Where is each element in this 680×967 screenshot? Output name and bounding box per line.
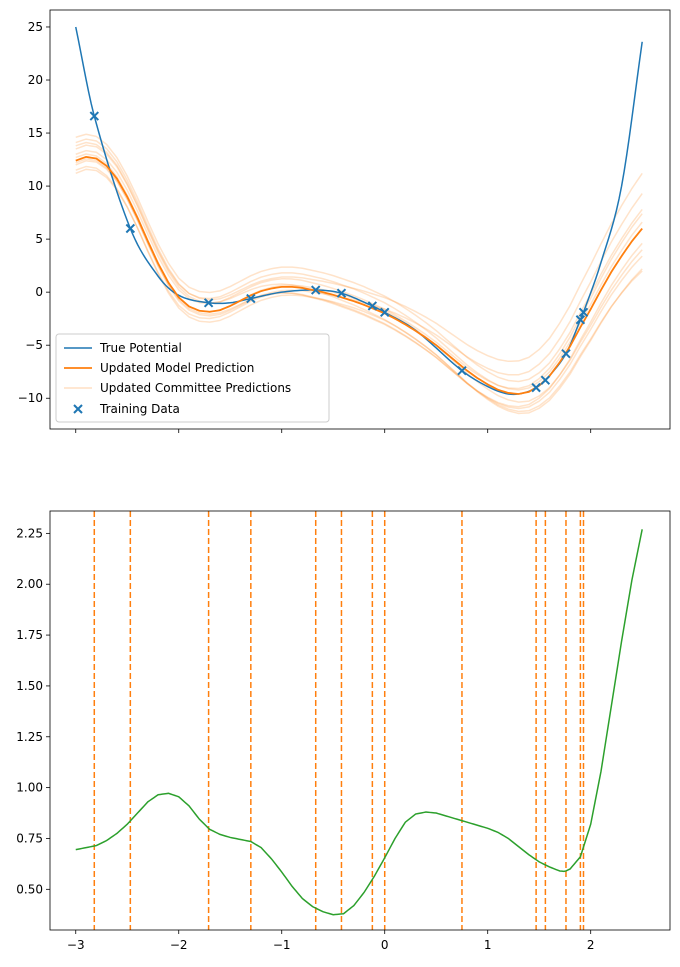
training-data-point: [531, 382, 541, 393]
x-tick-label: 2: [587, 938, 595, 952]
training-data-point: [367, 301, 378, 311]
committee-prediction-line: [75, 149, 643, 390]
y-tick-label: 2.25: [16, 526, 43, 540]
y-tick-label: 0.75: [16, 831, 43, 845]
top-chart: −10 −5 0 5 10 15 20 25 True Potential Updated M…: [18, 9, 671, 433]
y-tick-label: 1.25: [16, 730, 43, 744]
legend-label-training: Training Data: [99, 402, 180, 416]
marker-stroke: [203, 298, 214, 308]
y-tick-label: 2.00: [16, 577, 43, 591]
training-data-point: [540, 375, 551, 385]
x-tick-label: −2: [170, 938, 188, 952]
training-data-point: [246, 293, 256, 304]
marker-stroke: [531, 382, 541, 393]
x-tick-label: −1: [273, 938, 291, 952]
marker-stroke: [578, 307, 589, 318]
marker-stroke: [367, 301, 378, 311]
training-data-point: [125, 223, 136, 234]
legend-label-committee: Updated Committee Predictions: [100, 381, 291, 395]
committee-prediction-line: [75, 160, 643, 410]
committee-prediction-line: [75, 168, 643, 408]
training-data-point: [561, 348, 571, 359]
x-tick-label: 0: [381, 938, 389, 952]
y-tick-label: 5: [35, 232, 43, 246]
x-tick-label: 1: [484, 938, 492, 952]
y-tick-label: 1.00: [16, 781, 43, 795]
top-x-axis: [75, 429, 592, 433]
marker-stroke: [380, 307, 390, 318]
bottom-x-axis: −3 −2 −1 0 1 2: [67, 930, 595, 952]
training-data-point: [575, 315, 586, 325]
committee-prediction-line: [75, 138, 643, 363]
marker-stroke: [575, 315, 586, 325]
committee-prediction-line: [75, 144, 643, 413]
y-tick-label: 20: [28, 73, 43, 87]
bottom-plot-background: [50, 511, 670, 930]
bottom-chart: 0.50 0.75 1.00 1.25 1.50 1.75 2.00 2.25 −3 −2 −1 0…: [16, 510, 671, 952]
legend-label-true-potential: True Potential: [99, 341, 182, 355]
bottom-plot-frame: [49, 510, 671, 931]
y-tick-label: 10: [28, 179, 43, 193]
training-data-point: [311, 285, 321, 295]
committee-prediction-line: [75, 141, 643, 391]
training-data-point: [380, 307, 390, 318]
y-tick-label: 0.50: [16, 882, 43, 896]
marker-stroke: [457, 365, 467, 376]
legend-label-model: Updated Model Prediction: [100, 361, 254, 375]
y-tick-label: −5: [25, 338, 43, 352]
top-y-axis: −10 −5 0 5 10 15 20 25: [18, 20, 50, 405]
marker-stroke: [89, 111, 99, 121]
legend-box: [55, 333, 330, 423]
training-data-point: [336, 288, 347, 298]
legend: True Potential Updated Model Prediction …: [55, 333, 330, 423]
committee-prediction-line: [75, 133, 643, 383]
uncertainty-line: [75, 529, 643, 916]
y-tick-label: 15: [28, 126, 43, 140]
marker-stroke: [246, 293, 256, 304]
committee-prediction-line: [75, 165, 643, 415]
marker-stroke: [311, 285, 321, 295]
bottom-y-axis: 0.50 0.75 1.00 1.25 1.50 1.75 2.00 2.25: [16, 526, 50, 896]
marker-stroke: [561, 348, 571, 359]
x-tick-label: −3: [67, 938, 85, 952]
legend-swatch-training: [73, 404, 83, 414]
y-tick-label: 1.75: [16, 628, 43, 642]
training-data-point: [578, 307, 589, 318]
y-tick-label: 25: [28, 20, 43, 34]
y-tick-label: 1.50: [16, 679, 43, 693]
y-tick-label: 0: [35, 285, 43, 299]
committee-prediction-line: [75, 158, 643, 376]
training-data-markers: [89, 111, 589, 393]
training-data-point: [457, 365, 467, 376]
training-point-lines: [93, 511, 585, 930]
marker-stroke: [540, 375, 551, 385]
marker-stroke: [336, 288, 347, 298]
y-tick-label: −10: [18, 391, 43, 405]
top-plot-frame: [49, 9, 671, 430]
training-data-point: [89, 111, 99, 121]
training-data-point: [203, 298, 214, 308]
marker-stroke: [125, 223, 136, 234]
